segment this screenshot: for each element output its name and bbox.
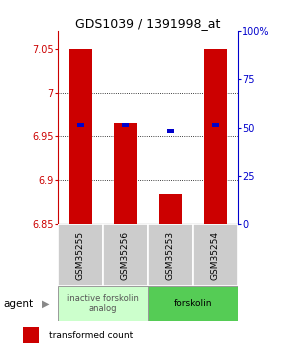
Bar <box>148 224 193 286</box>
Title: GDS1039 / 1391998_at: GDS1039 / 1391998_at <box>75 17 221 30</box>
Bar <box>204 49 226 224</box>
Bar <box>77 123 84 127</box>
Bar <box>58 224 103 286</box>
Text: transformed count: transformed count <box>49 331 134 339</box>
Bar <box>58 286 148 321</box>
Bar <box>122 123 129 127</box>
Bar <box>159 194 182 224</box>
Bar <box>23 327 39 343</box>
Text: GSM35253: GSM35253 <box>166 231 175 280</box>
Bar <box>148 286 238 321</box>
Text: ▶: ▶ <box>42 299 50 308</box>
Bar <box>167 129 174 134</box>
Text: GSM35256: GSM35256 <box>121 231 130 280</box>
Text: GSM35255: GSM35255 <box>76 231 85 280</box>
Text: agent: agent <box>3 299 33 308</box>
Text: forskolin: forskolin <box>174 299 212 308</box>
Bar <box>114 123 137 224</box>
Text: inactive forskolin
analog: inactive forskolin analog <box>67 294 139 313</box>
Bar <box>212 123 219 127</box>
Text: GSM35254: GSM35254 <box>211 231 220 280</box>
Bar <box>103 224 148 286</box>
Bar <box>69 49 92 224</box>
Bar <box>193 224 238 286</box>
